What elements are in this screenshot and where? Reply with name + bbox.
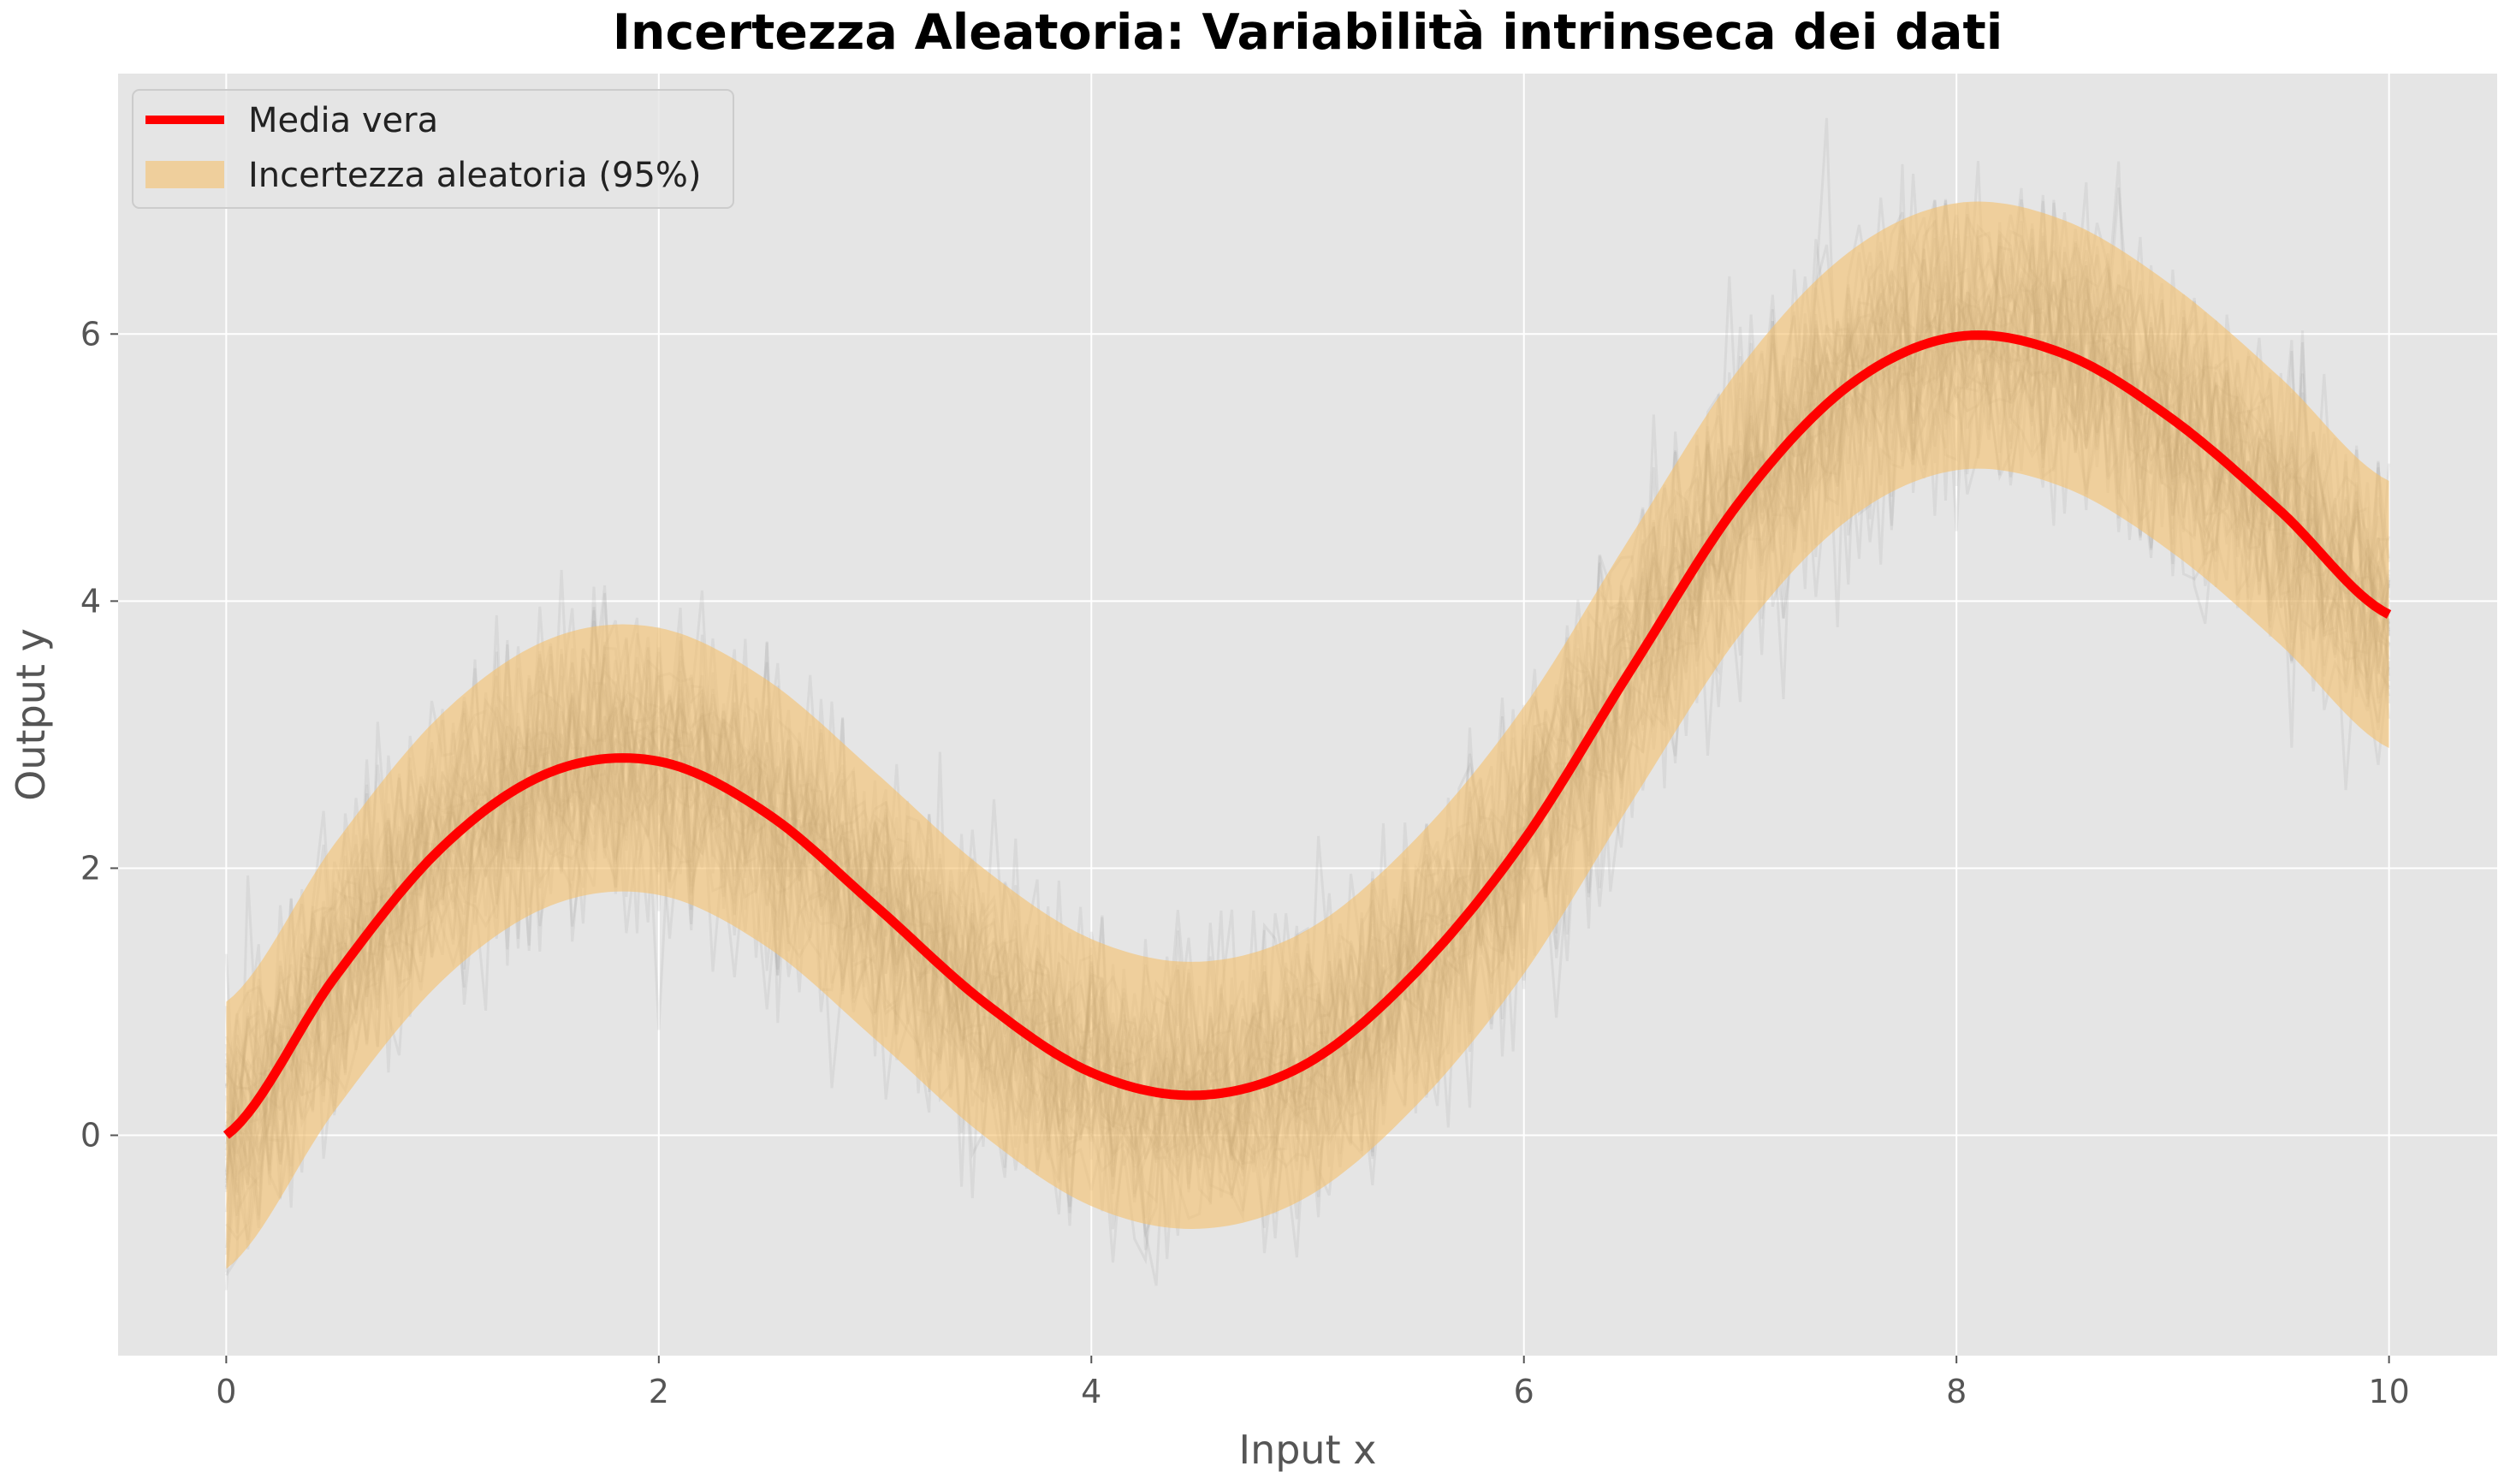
x-tick-label: 6 bbox=[1514, 1373, 1534, 1410]
x-tick-label: 4 bbox=[1081, 1373, 1101, 1410]
legend-label-media-vera: Media vera bbox=[248, 101, 438, 140]
legend-frame bbox=[132, 89, 734, 209]
y-axis-label: Output y bbox=[8, 628, 54, 801]
ticks: 0 2 4 6 8 10 0 2 4 6 bbox=[80, 315, 2410, 1410]
x-tick-label: 2 bbox=[649, 1373, 669, 1410]
y-tick-label: 4 bbox=[80, 582, 101, 620]
x-tick-label: 0 bbox=[216, 1373, 236, 1410]
y-tick-label: 0 bbox=[80, 1117, 101, 1155]
y-tick-label: 2 bbox=[80, 849, 101, 887]
legend-swatch-incertezza-aleatoria bbox=[145, 161, 224, 188]
legend-label-incertezza-aleatoria: Incertezza aleatoria (95%) bbox=[248, 156, 702, 195]
legend: Media vera Incertezza aleatoria (95%) bbox=[132, 89, 734, 209]
mean-line bbox=[223, 330, 2392, 1139]
x-tick-label: 8 bbox=[1946, 1373, 1967, 1410]
x-axis-label: Input x bbox=[1239, 1427, 1377, 1473]
x-tick-label: 10 bbox=[2368, 1373, 2409, 1410]
mean-line-layer bbox=[223, 330, 2392, 1139]
uncertainty-band bbox=[226, 201, 2389, 1269]
uncertainty-band-layer bbox=[226, 201, 2389, 1269]
y-tick-label: 6 bbox=[80, 315, 101, 353]
chart-title: Incertezza Aleatoria: Variabilità intrin… bbox=[613, 4, 2003, 61]
